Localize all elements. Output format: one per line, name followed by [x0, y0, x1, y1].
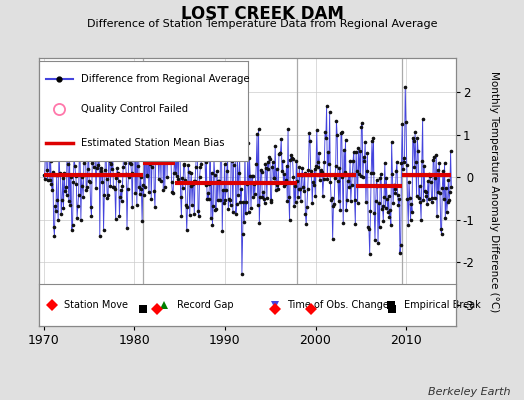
Text: LOST CREEK DAM: LOST CREEK DAM [181, 5, 343, 23]
Y-axis label: Monthly Temperature Anomaly Difference (°C): Monthly Temperature Anomaly Difference (… [489, 71, 499, 313]
Text: Difference of Station Temperature Data from Regional Average: Difference of Station Temperature Data f… [87, 19, 437, 29]
Text: Berkeley Earth: Berkeley Earth [429, 387, 511, 397]
